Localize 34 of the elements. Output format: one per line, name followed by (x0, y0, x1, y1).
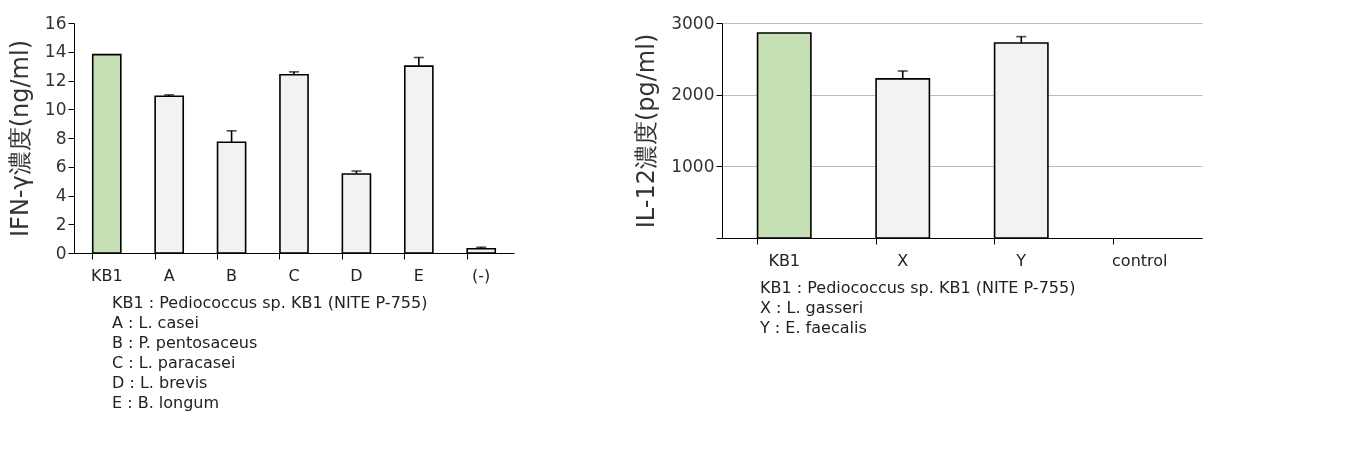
x-tick-label: (-) (472, 265, 491, 285)
y-tick-label: 0 (55, 242, 67, 263)
text: D : L. brevis (112, 373, 208, 392)
text: A : L. casei (112, 313, 199, 332)
x-tick-label: control (1112, 250, 1168, 270)
y-tick-label: 6 (55, 156, 67, 177)
y-tick-label: 2000 (671, 84, 715, 105)
text: KB1 : Pediococcus sp. KB1 (NITE P-755) (112, 293, 428, 312)
text: KB1 : Pediococcus sp. KB1 (NITE P-755) (760, 278, 1076, 297)
x-tick-label: A (163, 265, 175, 285)
y-tick-label: 16 (44, 12, 67, 33)
x-tick-label: E (413, 265, 424, 285)
x-tick-label: C (288, 265, 300, 285)
y-tick-label: 2 (55, 213, 67, 234)
y-tick-label: 10 (44, 98, 67, 119)
x-tick-label: Y (1015, 250, 1027, 270)
y-tick-label: 4 (55, 185, 67, 205)
y-tick-label: 1000 (671, 155, 715, 176)
x-tick-label: KB1 (768, 250, 801, 270)
y-tick-label: 14 (44, 41, 67, 62)
text: E : B. longum (112, 393, 220, 412)
y-tick-label: 12 (44, 70, 67, 90)
x-tick-label: B (226, 265, 238, 285)
text: C : L. paracasei (112, 353, 236, 372)
text: B : P. pentosaceus (112, 333, 258, 352)
y-axis-title: IL-12濃度(pg/ml) (632, 33, 661, 229)
text: X : L. gasseri (760, 298, 864, 317)
x-tick-label: KB1 (90, 265, 123, 285)
x-tick-label: X (897, 250, 909, 270)
y-axis-title: IFN-γ濃度(ng/ml) (5, 39, 34, 238)
x-tick-label: D (350, 265, 363, 285)
y-tick-label: 3000 (671, 12, 715, 33)
y-tick-label: 8 (55, 127, 67, 148)
text: Y : E. faecalis (759, 318, 867, 337)
